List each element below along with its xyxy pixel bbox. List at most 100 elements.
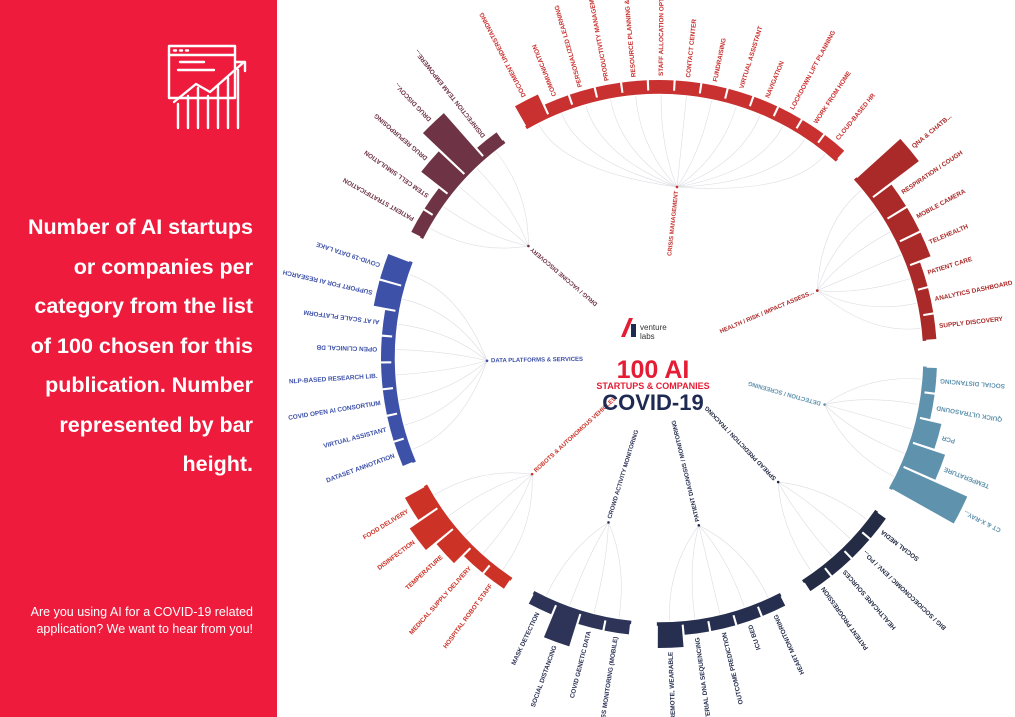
bar-social-media xyxy=(861,511,886,539)
label-contact-center: CONTACT CENTER xyxy=(685,18,698,78)
connector-line xyxy=(777,481,833,557)
bar-remote-wearable xyxy=(657,623,684,648)
bar-work-from-home xyxy=(796,120,824,144)
group-anchor-dot xyxy=(823,403,826,406)
label-social-media: SOCIAL MEDIA xyxy=(879,528,920,562)
connector-line xyxy=(676,106,737,188)
connector-line xyxy=(464,473,533,536)
group-label-crowd-activity-monitoring: CROWD ACTIVITY MONITORING xyxy=(607,429,640,520)
connector-line xyxy=(676,154,826,189)
connector-line xyxy=(676,125,784,188)
label-virtual-assistant: VIRTUAL ASSISTANT xyxy=(739,25,765,89)
connector-line xyxy=(538,124,678,188)
connector-line xyxy=(669,525,700,621)
bar-heart-monitoring xyxy=(758,594,786,616)
bar-mask-detection xyxy=(528,593,556,615)
group-arc-crisis-management xyxy=(525,90,839,162)
group-anchor-dot xyxy=(815,289,819,292)
connector-line xyxy=(676,115,761,188)
connector-line xyxy=(495,151,529,247)
group-label-patient-diagnosis-monitoring: PATIENT DIAGNOSIS / MONITORING xyxy=(671,419,701,522)
bar-dataset-annotation xyxy=(394,439,414,466)
group-label-spread-prediction-tracking: SPREAD PREDICTION / TRACKING xyxy=(704,404,778,481)
label-supply-discovery: SUPPLY DISCOVERY xyxy=(939,316,1004,330)
bar-patient-stratification xyxy=(411,210,434,238)
label-quick-ultrasound: QUICK ULTRASOUND xyxy=(936,404,1003,423)
connector-line xyxy=(676,139,806,188)
connector-line xyxy=(434,472,533,496)
label-icu-bed: ICU BED xyxy=(747,623,762,650)
connector-line xyxy=(396,360,488,376)
label-personalized-learning: PERSONALIZED LEARNING xyxy=(554,4,584,88)
label-resource-planning-forecast: RESOURCE PLANNING & FORECAST xyxy=(621,0,638,77)
bar-pcr xyxy=(911,418,942,449)
connector-line xyxy=(817,278,910,292)
label-big-socioeconomic-env-po: BIG / SOCIOECONOMIC / ENV. / PO... xyxy=(862,549,948,631)
label-mass-monitoring-mobile: MASS MONITORING (MOBILE) xyxy=(599,636,620,717)
connector-line xyxy=(399,360,488,401)
bar-virtual-assistant xyxy=(725,88,753,108)
headline: 100 AI xyxy=(617,356,690,384)
connector-line xyxy=(676,100,712,188)
bars xyxy=(373,80,968,648)
label-cloud-based-hr: CLOUD-BASED HR xyxy=(835,92,877,142)
connector-line xyxy=(585,105,678,188)
connector-line xyxy=(476,168,529,247)
bar-virtual-assistant xyxy=(387,414,406,441)
bar-stem-cell-simulation xyxy=(424,188,449,215)
bar-patient-care xyxy=(908,262,928,290)
group-arc-data-platforms-services xyxy=(391,261,416,463)
group-label-health-risk-impact-assess: HEALTH / RISK / IMPACT ASSESS... xyxy=(719,290,815,335)
group-anchor-dot xyxy=(485,359,489,363)
bar-ct-x-ray xyxy=(890,467,968,524)
connector-line xyxy=(824,378,922,405)
center-branding: venture labs 100 AI STARTUPS & COMPANIES… xyxy=(596,318,710,415)
label-pcr: PCR xyxy=(941,434,956,444)
connector-line xyxy=(545,522,609,596)
call-to-action-text: Are you using AI for a COVID-19 related … xyxy=(30,605,253,636)
connection-lines xyxy=(396,95,922,621)
connector-line xyxy=(610,99,678,188)
bar-support-for-ai-research xyxy=(373,280,403,311)
connector-line xyxy=(816,210,877,291)
connector-line xyxy=(593,522,609,613)
label-mobile-camera: MOBILE CAMERA xyxy=(916,188,968,221)
subheadline: STARTUPS & COMPANIES xyxy=(596,381,709,391)
label-telehealth: TELEHEALTH xyxy=(928,223,970,246)
bar-communication xyxy=(544,95,572,116)
label-temperature: TEMPERATURE xyxy=(404,554,445,592)
group-arc-robots-autonomous-vehicles xyxy=(423,484,513,581)
connector-line xyxy=(398,323,488,362)
label-analytics-dashboard: ANALYTICS DASHBOARD xyxy=(934,280,1013,303)
label-nlp-based-research-lib: NLP-BASED RESEARCH LIB. xyxy=(289,373,378,386)
label-mask-detection: MASK DETECTION xyxy=(510,611,541,666)
bar-document-understanding xyxy=(514,94,548,128)
group-arc-drug-vaccine-discovery xyxy=(419,140,506,239)
bar-drug-repurposing xyxy=(421,151,465,194)
bar-staff-allocation-optimization xyxy=(648,80,674,93)
connector-line xyxy=(561,113,678,188)
label-ai-at-scale-platform: AI AT SCALE PLATFORM xyxy=(303,308,379,325)
connector-line xyxy=(698,525,769,598)
label-covid-19-data-lake: COVID-19 DATA LAKE xyxy=(315,240,381,268)
connector-line xyxy=(817,290,921,330)
connector-line xyxy=(817,231,891,291)
connector-line xyxy=(816,189,862,291)
group-anchor-dot xyxy=(776,480,780,484)
label-patient-care: PATIENT CARE xyxy=(927,256,974,277)
label-fundraising: FUNDRAISING xyxy=(712,38,728,83)
connector-line xyxy=(824,404,894,477)
group-label-detection-screening: DETECTION / SCREENING xyxy=(747,380,821,406)
bar-open-clinical-db xyxy=(381,336,394,362)
label-navigation: NAVIGATION xyxy=(764,60,786,99)
bar-drug-discov xyxy=(422,113,484,175)
bar-patient-progression xyxy=(803,567,831,592)
label-covid-genetic-data: COVID GENETIC DATA xyxy=(569,630,593,699)
label-qna-chatb: QNA & CHATB... xyxy=(911,113,954,150)
connector-line xyxy=(409,274,488,361)
bar-disinfection xyxy=(409,508,454,550)
bar-hospital-robot-staff xyxy=(484,564,511,589)
label-social-distancing: SOCIAL DISTANCING xyxy=(530,645,559,709)
group-arc-health-risk-impact-assess xyxy=(853,177,927,341)
connector-line xyxy=(396,349,488,362)
